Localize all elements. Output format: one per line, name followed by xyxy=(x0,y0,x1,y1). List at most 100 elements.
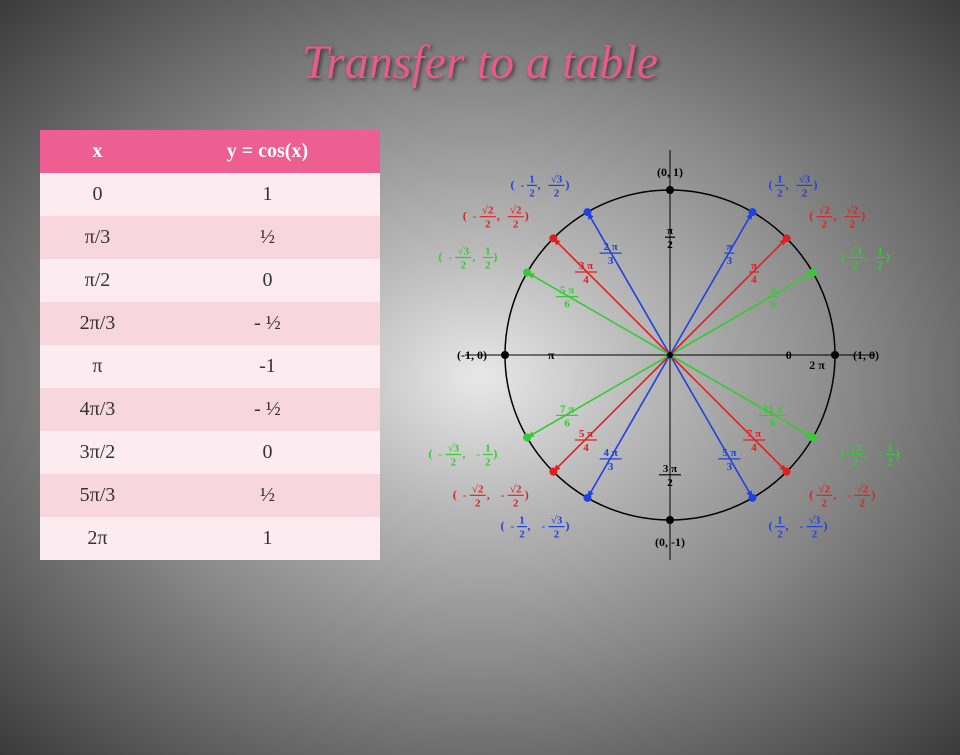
content-area: xy = cos(x) 01π/3½π/202π/3- ½π-14π/3- ½3… xyxy=(0,90,960,590)
svg-text:): ) xyxy=(896,447,900,461)
svg-text:2: 2 xyxy=(877,260,883,272)
svg-text:): ) xyxy=(566,177,570,191)
svg-text:4 π: 4 π xyxy=(603,447,617,459)
svg-text:-: - xyxy=(542,521,546,533)
svg-text:-: - xyxy=(521,179,525,191)
svg-text:√2: √2 xyxy=(819,483,831,495)
svg-text:2: 2 xyxy=(777,187,783,199)
svg-text:2: 2 xyxy=(667,477,673,489)
unit-circle-svg: 0(1, 0)2 ππ6(√32, 12)π4(√22, √22)π3(12, … xyxy=(440,130,910,590)
svg-text:π: π xyxy=(667,225,673,237)
svg-text:4: 4 xyxy=(583,442,589,454)
svg-text:): ) xyxy=(525,209,529,223)
svg-text:2: 2 xyxy=(822,219,828,231)
svg-text:,: , xyxy=(472,250,475,264)
svg-text:5 π: 5 π xyxy=(560,285,574,297)
svg-text:2: 2 xyxy=(554,187,560,199)
svg-text:): ) xyxy=(525,487,529,501)
svg-text:(: ( xyxy=(769,519,773,533)
svg-text:4: 4 xyxy=(583,274,589,286)
table-cell: π xyxy=(40,345,155,388)
svg-text:(1, 0): (1, 0) xyxy=(853,348,879,362)
svg-text:(: ( xyxy=(841,447,845,461)
svg-text:4: 4 xyxy=(751,442,757,454)
svg-text:): ) xyxy=(493,447,497,461)
svg-text:1: 1 xyxy=(529,173,535,185)
svg-text:3: 3 xyxy=(608,461,614,473)
table-cell: 5π/3 xyxy=(40,474,155,517)
table-cell: 2π xyxy=(40,517,155,560)
svg-text:(: ( xyxy=(501,519,505,533)
svg-text:2: 2 xyxy=(853,457,859,469)
svg-text:√3: √3 xyxy=(809,515,821,527)
table-cell: π/2 xyxy=(40,259,155,302)
svg-text:1: 1 xyxy=(887,443,893,455)
svg-text:): ) xyxy=(886,250,890,264)
svg-text:-: - xyxy=(501,489,505,501)
table-cell: ½ xyxy=(155,474,380,517)
svg-text:2: 2 xyxy=(513,497,519,509)
svg-text:-: - xyxy=(448,252,452,264)
svg-text:π: π xyxy=(770,285,776,297)
table-header-0: x xyxy=(40,130,155,173)
svg-text:2: 2 xyxy=(850,219,856,231)
svg-text:√2: √2 xyxy=(857,483,869,495)
svg-text:2: 2 xyxy=(485,219,491,231)
table-cell: 3π/2 xyxy=(40,431,155,474)
svg-text:2: 2 xyxy=(777,529,783,541)
svg-text:√3: √3 xyxy=(551,173,563,185)
svg-text:,: , xyxy=(497,209,500,223)
svg-text:1: 1 xyxy=(485,246,491,258)
svg-text:): ) xyxy=(493,250,497,264)
svg-text:2: 2 xyxy=(519,529,525,541)
table-cell: -1 xyxy=(155,345,380,388)
svg-text:1: 1 xyxy=(485,443,491,455)
svg-text:2: 2 xyxy=(554,529,560,541)
svg-text:2: 2 xyxy=(451,457,457,469)
svg-text:,: , xyxy=(487,487,490,501)
svg-text:3: 3 xyxy=(608,255,614,267)
svg-text:3 π: 3 π xyxy=(579,260,593,272)
svg-text:2: 2 xyxy=(475,497,481,509)
svg-text:,: , xyxy=(833,209,836,223)
svg-text:6: 6 xyxy=(770,299,776,311)
svg-text:2: 2 xyxy=(887,457,893,469)
svg-text:11 π: 11 π xyxy=(763,403,782,415)
svg-text:(-1, 0): (-1, 0) xyxy=(457,348,487,362)
table-cell: ½ xyxy=(155,216,380,259)
svg-text:(: ( xyxy=(809,487,813,501)
svg-text:,: , xyxy=(833,487,836,501)
svg-text:,: , xyxy=(528,519,531,533)
svg-text:(0, -1): (0, -1) xyxy=(655,535,685,549)
svg-text:(0, 1): (0, 1) xyxy=(657,165,683,179)
unit-circle-diagram: 0(1, 0)2 ππ6(√32, 12)π4(√22, √22)π3(12, … xyxy=(430,130,920,590)
svg-text:(: ( xyxy=(463,209,467,223)
svg-text:2 π: 2 π xyxy=(603,241,617,253)
svg-text:π: π xyxy=(751,260,757,272)
svg-text:(: ( xyxy=(511,177,515,191)
svg-text:,: , xyxy=(462,447,465,461)
svg-text:1: 1 xyxy=(519,515,525,527)
svg-text:-: - xyxy=(847,489,851,501)
svg-text:π: π xyxy=(726,241,732,253)
svg-text:2: 2 xyxy=(513,219,519,231)
data-table: xy = cos(x) 01π/3½π/202π/3- ½π-14π/3- ½3… xyxy=(40,130,380,560)
svg-text:): ) xyxy=(566,519,570,533)
svg-text:): ) xyxy=(814,177,818,191)
svg-text:2: 2 xyxy=(860,497,866,509)
svg-text:,: , xyxy=(865,447,868,461)
svg-text:2 π: 2 π xyxy=(809,358,825,372)
svg-text:-: - xyxy=(438,449,442,461)
svg-text:2: 2 xyxy=(667,239,673,251)
svg-text:-: - xyxy=(879,449,883,461)
svg-text:√3: √3 xyxy=(799,173,811,185)
svg-text:6: 6 xyxy=(564,299,570,311)
svg-text:-: - xyxy=(476,449,480,461)
svg-text:3 π: 3 π xyxy=(663,463,677,475)
svg-text:√2: √2 xyxy=(819,205,831,217)
svg-text:): ) xyxy=(871,487,875,501)
svg-text:2: 2 xyxy=(822,497,828,509)
svg-text:(: ( xyxy=(769,177,773,191)
svg-text:5 π: 5 π xyxy=(579,428,593,440)
svg-text:-: - xyxy=(800,521,804,533)
